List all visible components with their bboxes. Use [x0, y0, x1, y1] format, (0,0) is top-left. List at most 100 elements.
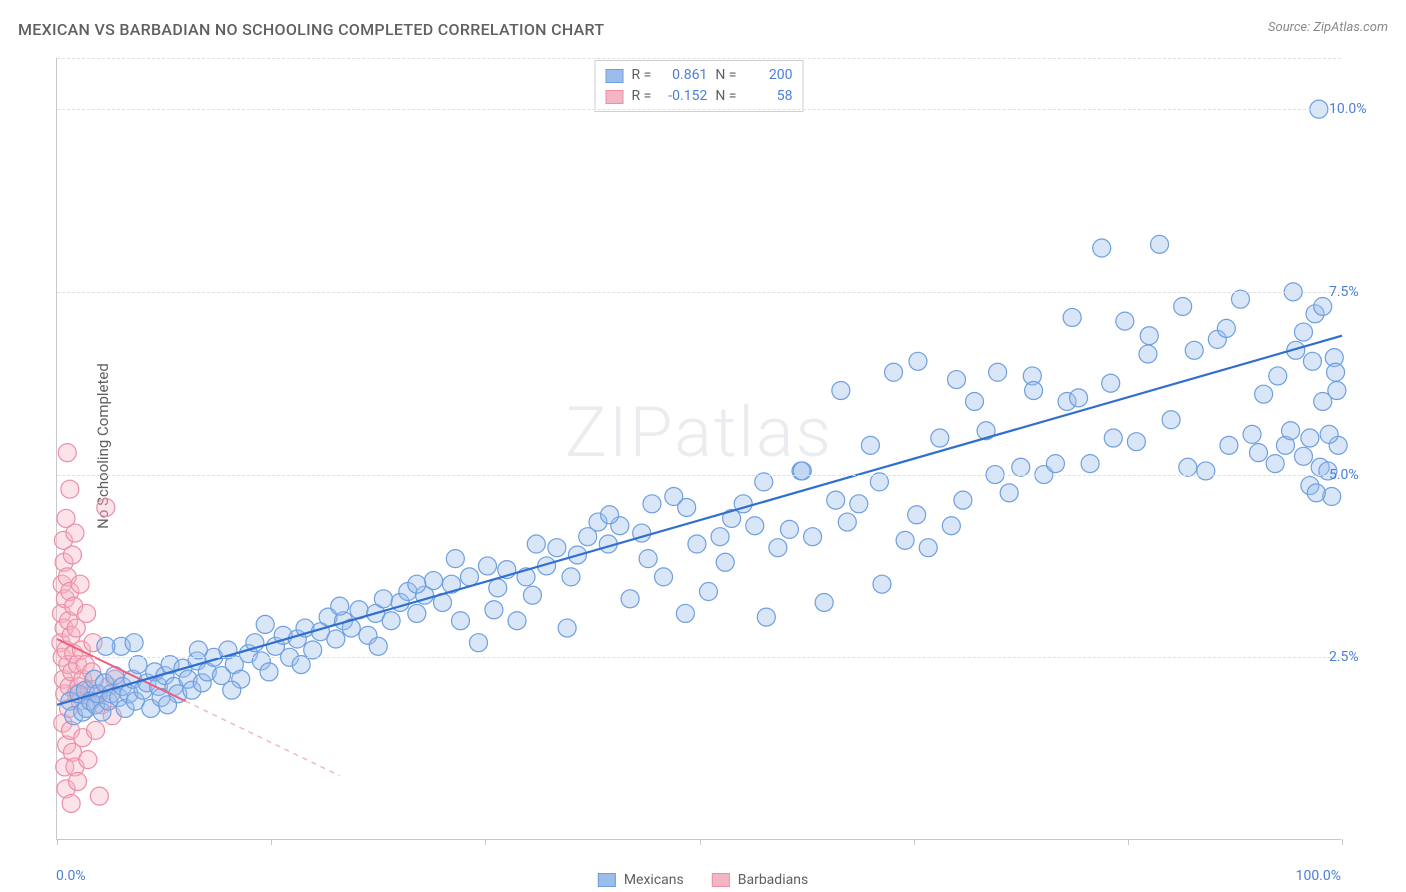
data-point [827, 491, 845, 509]
data-point [1266, 455, 1284, 473]
data-point [382, 612, 400, 630]
x-tick [57, 839, 58, 845]
data-point [1197, 462, 1215, 480]
data-point [90, 787, 108, 805]
data-point [909, 352, 927, 370]
data-point [1104, 429, 1122, 447]
data-point [954, 491, 972, 509]
data-point [601, 506, 619, 524]
data-point [780, 520, 798, 538]
data-point [62, 794, 80, 812]
data-point [1151, 235, 1169, 253]
data-point [125, 634, 143, 652]
data-point [1320, 425, 1338, 443]
r-label-0: R = [632, 65, 652, 86]
legend-label-mexicans: Mexicans [624, 872, 684, 888]
data-point [548, 539, 566, 557]
stats-row-barbadians: R = -0.152 N = 58 [606, 86, 793, 107]
data-point [885, 363, 903, 381]
data-point [699, 583, 717, 601]
n-label-1: N = [715, 86, 736, 107]
data-point [256, 615, 274, 633]
data-point [469, 634, 487, 652]
stats-box: R = 0.861 N = 200 R = -0.152 N = 58 [595, 60, 804, 112]
data-point [79, 751, 97, 769]
trend-line [186, 701, 340, 776]
data-point [63, 546, 81, 564]
chart-container: MEXICAN VS BARBADIAN NO SCHOOLING COMPLE… [0, 0, 1406, 892]
data-point [97, 637, 115, 655]
n-label-0: N = [715, 65, 736, 86]
data-point [838, 513, 856, 531]
data-point [1301, 429, 1319, 447]
data-point [331, 597, 349, 615]
data-point [523, 586, 541, 604]
data-point [1243, 425, 1261, 443]
data-point [408, 604, 426, 622]
x-tick [485, 839, 486, 845]
swatch-barbadians [606, 90, 624, 104]
gridline-h [57, 475, 1341, 476]
data-point [832, 382, 850, 400]
data-point [1063, 308, 1081, 326]
x-tick [271, 839, 272, 845]
data-point [815, 593, 833, 611]
legend-item-barbadians: Barbadians [712, 872, 808, 888]
x-tick [1342, 839, 1343, 845]
data-point [965, 392, 983, 410]
gridline-h [57, 58, 1341, 59]
data-point [896, 531, 914, 549]
data-point [1174, 297, 1192, 315]
x-tick-right: 100.0% [1296, 868, 1341, 884]
data-point [527, 535, 545, 553]
data-point [919, 539, 937, 557]
data-point [1328, 382, 1346, 400]
data-point [129, 656, 147, 674]
data-point [989, 363, 1007, 381]
data-point [621, 590, 639, 608]
data-point [1282, 422, 1300, 440]
y-tick-label: 5.0% [1329, 467, 1359, 483]
gridline-h [57, 292, 1341, 293]
data-point [746, 517, 764, 535]
data-point [870, 473, 888, 491]
data-point [678, 498, 696, 516]
data-point [1231, 290, 1249, 308]
data-point [755, 473, 773, 491]
data-point [1000, 484, 1018, 502]
bottom-legend: Mexicans Barbadians [598, 872, 808, 888]
data-point [558, 619, 576, 637]
y-tick-label: 10.0% [1329, 101, 1367, 117]
data-point [425, 572, 443, 590]
data-point [223, 681, 241, 699]
data-point [655, 568, 673, 586]
data-point [1220, 436, 1238, 454]
data-point [793, 462, 811, 480]
data-point [908, 506, 926, 524]
legend-swatch-barbadians [712, 873, 730, 887]
legend-swatch-mexicans [598, 873, 616, 887]
data-point [1025, 382, 1043, 400]
data-point [460, 568, 478, 586]
data-point [948, 371, 966, 389]
data-point [1294, 447, 1312, 465]
data-point [1249, 444, 1267, 462]
data-point [374, 590, 392, 608]
data-point [711, 528, 729, 546]
n-value-1: 58 [744, 86, 792, 107]
data-point [1070, 389, 1088, 407]
data-point [159, 696, 177, 714]
data-point [1046, 455, 1064, 473]
plot-area: ZIPatlas R = 0.861 N = 200 R = -0.152 N … [56, 58, 1341, 840]
data-point [1139, 345, 1157, 363]
source-link[interactable]: ZipAtlas.com [1313, 20, 1388, 35]
data-point [369, 637, 387, 655]
data-point [58, 444, 76, 462]
legend-item-mexicans: Mexicans [598, 872, 684, 888]
data-point [78, 604, 96, 622]
r-value-1: -0.152 [659, 86, 707, 107]
data-point [1185, 341, 1203, 359]
data-point [1255, 385, 1273, 403]
data-point [408, 575, 426, 593]
data-point [873, 575, 891, 593]
